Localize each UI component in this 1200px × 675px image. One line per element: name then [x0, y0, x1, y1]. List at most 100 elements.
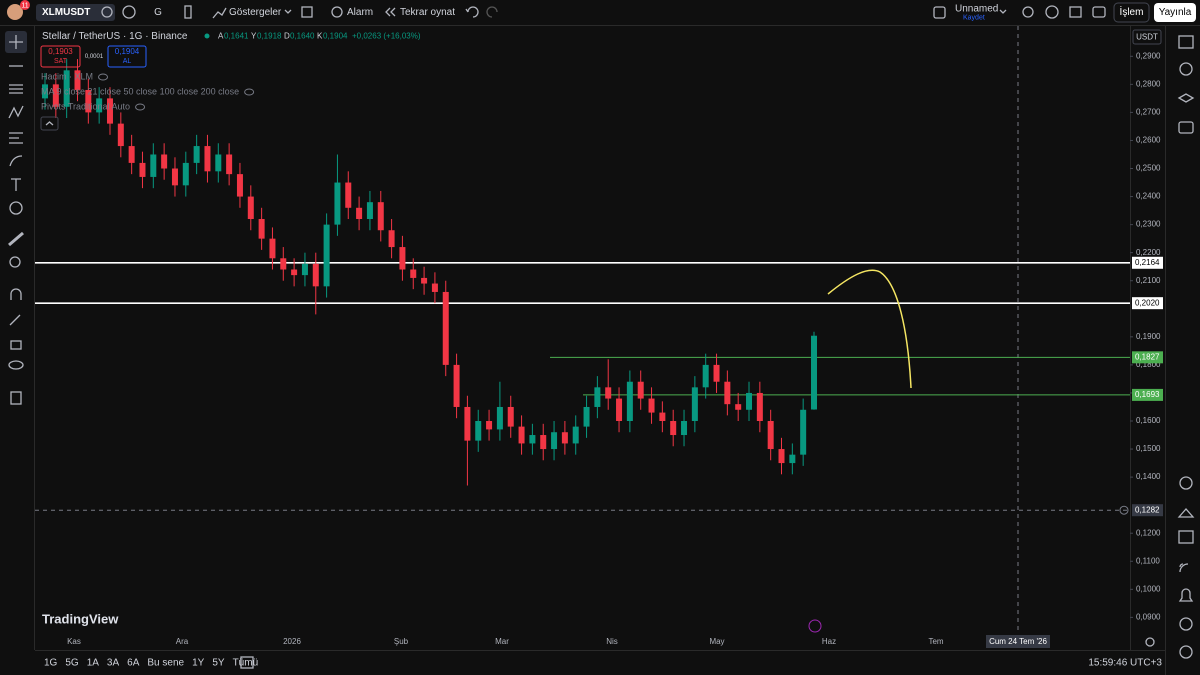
range-button[interactable]: Tümü [233, 658, 259, 669]
calendar-button[interactable] [1178, 530, 1194, 544]
community-button[interactable] [1179, 617, 1193, 631]
axis-settings[interactable] [1145, 637, 1155, 647]
indicators-icon[interactable] [212, 7, 227, 19]
collapse-legend[interactable] [40, 116, 59, 131]
publish-button[interactable] [1154, 3, 1196, 22]
templates-button[interactable] [301, 6, 313, 18]
interval[interactable]: G [154, 7, 162, 18]
icon-tool[interactable] [9, 201, 23, 215]
event-marker[interactable] [808, 619, 822, 633]
indicator-name[interactable]: Pivots Traditional Auto [41, 101, 130, 111]
x-axis-label: Haz [822, 637, 836, 646]
range-button[interactable]: 5Y [212, 658, 225, 669]
ruler-tool[interactable] [8, 231, 24, 247]
ideas-button[interactable] [1177, 508, 1195, 518]
chart-overlay: Stellar / TetherUS · 1G · Binance 0,1903… [40, 31, 912, 633]
visibility-toggle[interactable] [98, 73, 109, 81]
redo-button[interactable] [486, 6, 498, 18]
sell-label[interactable]: SAT [54, 58, 68, 65]
lock-tool[interactable] [10, 340, 22, 350]
alerts-button[interactable] [1179, 62, 1193, 76]
currency[interactable]: USDT [1136, 33, 1158, 42]
crosshair-plus[interactable] [1119, 505, 1129, 515]
notifications-button[interactable] [1178, 588, 1194, 602]
y-tick-label: 0,1900 [1136, 332, 1161, 341]
zoom-tool[interactable] [9, 256, 21, 268]
y-tick-label: 0,1500 [1136, 444, 1161, 453]
y-tick-label: 0,1400 [1136, 472, 1161, 481]
trade-button[interactable] [1113, 2, 1150, 23]
layout-checkbox[interactable] [933, 6, 946, 19]
pattern-tool[interactable] [8, 105, 24, 119]
undo-button[interactable] [465, 6, 479, 18]
top-bar: 11 XLMUSDT G Göstergeler Alarm Tekrar oy… [0, 0, 1200, 26]
visibility-toggle[interactable] [244, 88, 255, 96]
drawn-curve [827, 269, 912, 389]
candle-body [724, 381, 731, 405]
text-tool[interactable] [11, 178, 21, 191]
indicators-button[interactable]: Göstergeler [229, 7, 282, 18]
buy-label[interactable]: AL [123, 58, 132, 65]
publish-label[interactable]: Yayınla [1159, 7, 1192, 18]
visibility-toggle[interactable] [135, 103, 146, 111]
indicator-name[interactable]: MA 9 close 21 close 50 close 100 close 2… [41, 86, 239, 96]
layout-name[interactable]: Unnamed [955, 4, 998, 15]
trade-label[interactable]: İşlem [1120, 5, 1144, 18]
watchlist-button[interactable] [1178, 35, 1194, 49]
replay-icon[interactable] [385, 7, 396, 17]
range-button[interactable]: 3A [107, 658, 120, 669]
replay-button[interactable]: Tekrar oynat [400, 7, 455, 18]
symbol-box[interactable] [36, 4, 115, 21]
indicator-name[interactable]: Hacim · XLM [41, 71, 93, 81]
fullscreen-button[interactable] [1069, 6, 1082, 18]
indicators-dropdown[interactable] [284, 9, 292, 14]
screenshot-button[interactable] [1092, 6, 1106, 18]
alarm-button[interactable]: Alarm [347, 7, 373, 18]
candle-body [117, 123, 124, 147]
prediction-tool[interactable] [9, 132, 23, 144]
level-label: 0,2020 [1135, 298, 1160, 307]
sell-price[interactable]: 0,1903 [48, 47, 73, 56]
goto-date-button[interactable] [240, 656, 254, 669]
range-button[interactable]: 1Y [192, 658, 205, 669]
candle-body [280, 258, 287, 270]
candle-body [561, 432, 568, 444]
range-button[interactable]: 1G [44, 658, 58, 669]
x-axis-label: Kas [67, 637, 81, 646]
layout-dropdown[interactable] [999, 9, 1007, 14]
currency-box[interactable] [1132, 29, 1162, 45]
brush-tool[interactable] [9, 155, 23, 167]
y-tick-label: 0,2600 [1136, 136, 1161, 145]
compare-button[interactable] [122, 5, 136, 19]
sell-button[interactable] [40, 45, 81, 68]
range-button[interactable]: Bu sene [147, 658, 184, 669]
symbol-icon[interactable] [101, 6, 113, 18]
market-status [204, 33, 210, 39]
help-button[interactable] [1179, 645, 1193, 659]
alarm-icon[interactable] [331, 6, 343, 18]
fib-tool[interactable] [9, 84, 23, 94]
change: +0,0263 (+16,03%) [352, 32, 421, 41]
candle-body [713, 364, 720, 382]
chat-button[interactable] [1178, 121, 1194, 134]
avatar[interactable] [7, 4, 23, 20]
symbol[interactable]: XLMUSDT [42, 7, 90, 18]
buy-button[interactable] [107, 45, 147, 68]
range-button[interactable]: 1A [87, 658, 100, 669]
buy-price[interactable]: 0,1904 [115, 47, 140, 56]
layers-button[interactable] [1177, 93, 1195, 103]
range-button[interactable]: 6A [127, 658, 140, 669]
x-axis-label: May [709, 637, 724, 646]
stream-button[interactable] [1179, 563, 1189, 573]
visibility-tool[interactable] [8, 360, 24, 370]
magnet-tool[interactable] [10, 288, 22, 300]
candle-body [258, 219, 265, 239]
range-button[interactable]: 5G [65, 658, 79, 669]
quick-search[interactable] [1022, 6, 1034, 18]
signals-button[interactable] [1179, 476, 1193, 490]
settings-button[interactable] [1045, 5, 1059, 19]
chart-type-button[interactable] [184, 5, 192, 19]
bottom-bar: 15:59:46 UTC+3 1G 5G 1A 3A 6A Bu sene 1Y 5Y Tümü [35, 650, 1165, 669]
draw-mode-tool[interactable] [9, 314, 21, 326]
delete-tool[interactable] [10, 391, 22, 405]
